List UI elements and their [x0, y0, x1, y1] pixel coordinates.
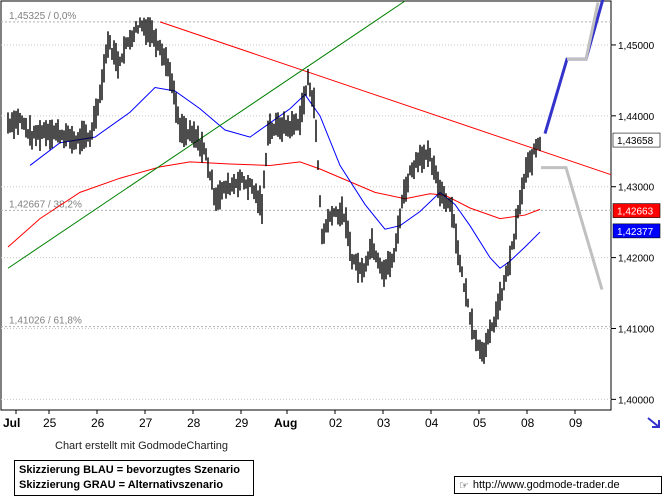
- price-badge-label: 1,43658: [617, 136, 654, 147]
- y-tick-label: 1,45000: [618, 41, 655, 52]
- chart: 1,45325 / 0,0% 1,42667 / 38,2% 1,41026 / 6…: [0, 0, 664, 430]
- price-badge-label: 1,42663: [617, 207, 654, 218]
- website-link[interactable]: ☞ http://www.godmode-trader.de: [454, 476, 662, 494]
- ma-short-line: [29, 86, 541, 269]
- scenario-sketches: [541, 0, 605, 290]
- x-tick-label: Jul: [3, 416, 20, 430]
- gray-scenario-line: [541, 166, 604, 290]
- scenario-legend: Skizzierung BLAU = bevorzugtes Szenario …: [14, 460, 254, 496]
- x-tick-label: 03: [377, 416, 391, 430]
- price-badge: [612, 203, 661, 218]
- website-url: http://www.godmode-trader.de: [472, 479, 620, 491]
- chart-frame: [0, 0, 612, 411]
- x-axis: Jul 25 26 27 28 29 Aug 02 03 04 05 08 09: [3, 410, 583, 430]
- x-tick-label: 26: [91, 416, 105, 430]
- y-tick-label: 1,44000: [618, 112, 655, 123]
- x-tick-label: 25: [43, 416, 57, 430]
- chart-credit: Chart erstellt mit GodmodeCharting: [55, 440, 229, 452]
- y-tick-label: 1,42000: [618, 254, 655, 265]
- x-tick-label: Aug: [274, 416, 297, 430]
- ma-long-line: [7, 161, 541, 248]
- pointing-hand-icon: ☞: [459, 479, 469, 492]
- x-tick-label: 02: [329, 416, 343, 430]
- trend-up-line: [7, 0, 406, 269]
- price-badge: [612, 223, 661, 239]
- x-tick-label: 04: [425, 416, 439, 430]
- y-tick-label: 1,40000: [618, 395, 655, 406]
- legend-blue: Skizzierung BLAU = bevorzugtes Szenario: [19, 464, 240, 476]
- legend-gray: Skizzierung GRAU = Alternativszenario: [19, 479, 224, 491]
- price-badge-label: 1,42377: [617, 227, 654, 238]
- fib-label: 1,41026 / 61,8%: [9, 316, 82, 327]
- x-tick-label: 08: [521, 416, 535, 430]
- y-axis: 1,45000 1,44000 1,43000 1,42000 1,41000 1,400…: [611, 41, 661, 406]
- y-tick-label: 1,43000: [618, 183, 655, 194]
- x-tick-label: 05: [473, 416, 487, 430]
- price-badge: [612, 132, 661, 148]
- x-tick-label: 28: [187, 416, 201, 430]
- x-tick-label: 29: [235, 416, 249, 430]
- x-tick-label: 27: [139, 416, 153, 430]
- arrow-down-right-icon[interactable]: [646, 416, 664, 429]
- fib-levels: 1,45325 / 0,0% 1,42667 / 38,2% 1,41026 / 6…: [1, 11, 611, 328]
- price-bars: [7, 17, 541, 364]
- gray-scenario-upper-line: [567, 2, 600, 61]
- fib-label: 1,42667 / 38,2%: [9, 199, 82, 210]
- x-tick-label: 09: [569, 416, 583, 430]
- y-tick-label: 1,41000: [618, 324, 655, 335]
- fib-label: 1,45325 / 0,0%: [9, 11, 76, 22]
